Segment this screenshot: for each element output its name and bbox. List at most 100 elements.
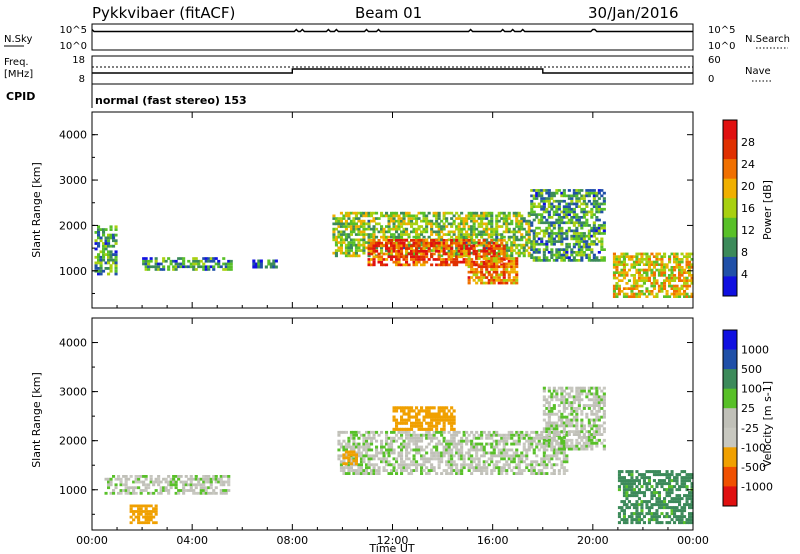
echo-cell bbox=[222, 262, 226, 266]
echo-cell bbox=[657, 268, 661, 272]
echo-cell bbox=[124, 477, 128, 481]
echo-cell bbox=[555, 389, 559, 393]
echo-cell bbox=[615, 255, 619, 258]
echo-cell bbox=[530, 199, 534, 203]
echo-cell bbox=[595, 242, 599, 246]
echo-cell bbox=[257, 265, 261, 269]
echo-cell bbox=[665, 290, 669, 293]
echo-cell bbox=[690, 276, 694, 280]
echo-cell bbox=[560, 210, 564, 214]
echo-cell bbox=[560, 218, 564, 222]
echo-cell bbox=[442, 418, 446, 422]
echo-cell bbox=[637, 515, 641, 519]
echo-cell bbox=[507, 262, 511, 266]
echo-cell bbox=[585, 210, 589, 214]
echo-cell bbox=[490, 262, 494, 266]
echo-cell bbox=[162, 268, 166, 271]
echo-cell bbox=[522, 251, 526, 255]
echo-cell bbox=[447, 454, 451, 458]
echo-cell bbox=[642, 491, 646, 495]
echo-cell bbox=[487, 265, 491, 269]
echo-cell bbox=[515, 454, 519, 458]
echo-cell bbox=[415, 439, 419, 443]
echo-cell bbox=[507, 227, 511, 231]
echo-cell bbox=[397, 421, 401, 425]
echo-cell bbox=[615, 260, 619, 264]
echo-cell bbox=[595, 415, 599, 419]
echo-cell bbox=[612, 292, 616, 296]
echo-cell bbox=[685, 263, 689, 266]
echo-cell bbox=[182, 489, 186, 492]
echo-cell bbox=[422, 219, 426, 223]
echo-cell bbox=[673, 266, 677, 269]
echo-cell bbox=[397, 436, 401, 440]
echo-cell bbox=[585, 436, 589, 439]
echo-cell bbox=[567, 218, 571, 222]
echo-cell bbox=[227, 268, 231, 271]
echo-cell bbox=[527, 238, 531, 242]
echo-cell bbox=[622, 263, 626, 266]
echo-cell bbox=[94, 247, 98, 251]
echo-cell bbox=[590, 226, 594, 230]
echo-cell bbox=[347, 469, 351, 472]
echo-cell bbox=[400, 457, 404, 461]
echo-cell bbox=[114, 233, 118, 237]
echo-cell bbox=[332, 230, 336, 234]
echo-cell bbox=[252, 259, 256, 263]
echo-cell bbox=[114, 242, 118, 245]
echo-cell bbox=[597, 191, 601, 195]
echo-cell bbox=[372, 263, 376, 267]
echo-cell bbox=[497, 249, 501, 252]
echo-cell bbox=[452, 439, 456, 443]
echo-cell bbox=[542, 210, 546, 214]
echo-cell bbox=[332, 217, 336, 220]
echo-cell bbox=[465, 235, 469, 239]
echo-cell bbox=[405, 430, 409, 434]
echo-cell bbox=[359, 445, 363, 449]
echo-cell bbox=[502, 439, 506, 443]
echo-cell bbox=[562, 237, 566, 241]
echo-cell bbox=[690, 258, 694, 261]
echo-cell bbox=[575, 218, 579, 222]
echo-cell bbox=[412, 430, 416, 434]
echo-cell bbox=[422, 230, 426, 234]
echo-cell bbox=[495, 257, 499, 260]
echo-cell bbox=[460, 454, 464, 458]
echo-cell bbox=[472, 268, 476, 271]
echo-cell bbox=[562, 415, 566, 419]
echo-cell bbox=[344, 454, 348, 458]
echo-cell bbox=[154, 477, 158, 481]
echo-cell bbox=[339, 442, 343, 446]
echo-cell bbox=[497, 219, 501, 223]
echo-cell bbox=[480, 279, 484, 282]
echo-cell bbox=[455, 445, 459, 449]
echo-cell bbox=[387, 241, 391, 245]
echo-cell bbox=[385, 249, 389, 252]
echo-cell bbox=[627, 473, 631, 477]
echo-cell bbox=[462, 246, 466, 250]
echo-cell bbox=[542, 460, 546, 464]
echo-cell bbox=[497, 252, 501, 256]
echo-cell bbox=[387, 230, 391, 234]
echo-cell bbox=[425, 246, 429, 250]
echo-cell bbox=[435, 418, 439, 422]
echo-cell bbox=[417, 409, 421, 413]
echo-cell bbox=[357, 211, 361, 215]
echo-cell bbox=[530, 194, 534, 198]
echo-cell bbox=[339, 243, 343, 247]
echo-cell bbox=[512, 227, 516, 231]
echo-cell bbox=[575, 189, 579, 192]
echo-cell bbox=[375, 244, 379, 248]
echo-cell bbox=[582, 433, 586, 436]
echo-cell bbox=[475, 211, 479, 215]
echo-cell bbox=[500, 433, 504, 437]
echo-cell bbox=[470, 227, 474, 231]
echo-cell bbox=[552, 389, 556, 393]
echo-cell bbox=[577, 240, 581, 243]
echo-cell bbox=[490, 273, 494, 277]
echo-cell bbox=[352, 457, 356, 461]
echo-cell bbox=[397, 430, 401, 434]
echo-cell bbox=[442, 421, 446, 425]
echo-cell bbox=[357, 469, 361, 472]
echo-cell bbox=[477, 279, 481, 282]
